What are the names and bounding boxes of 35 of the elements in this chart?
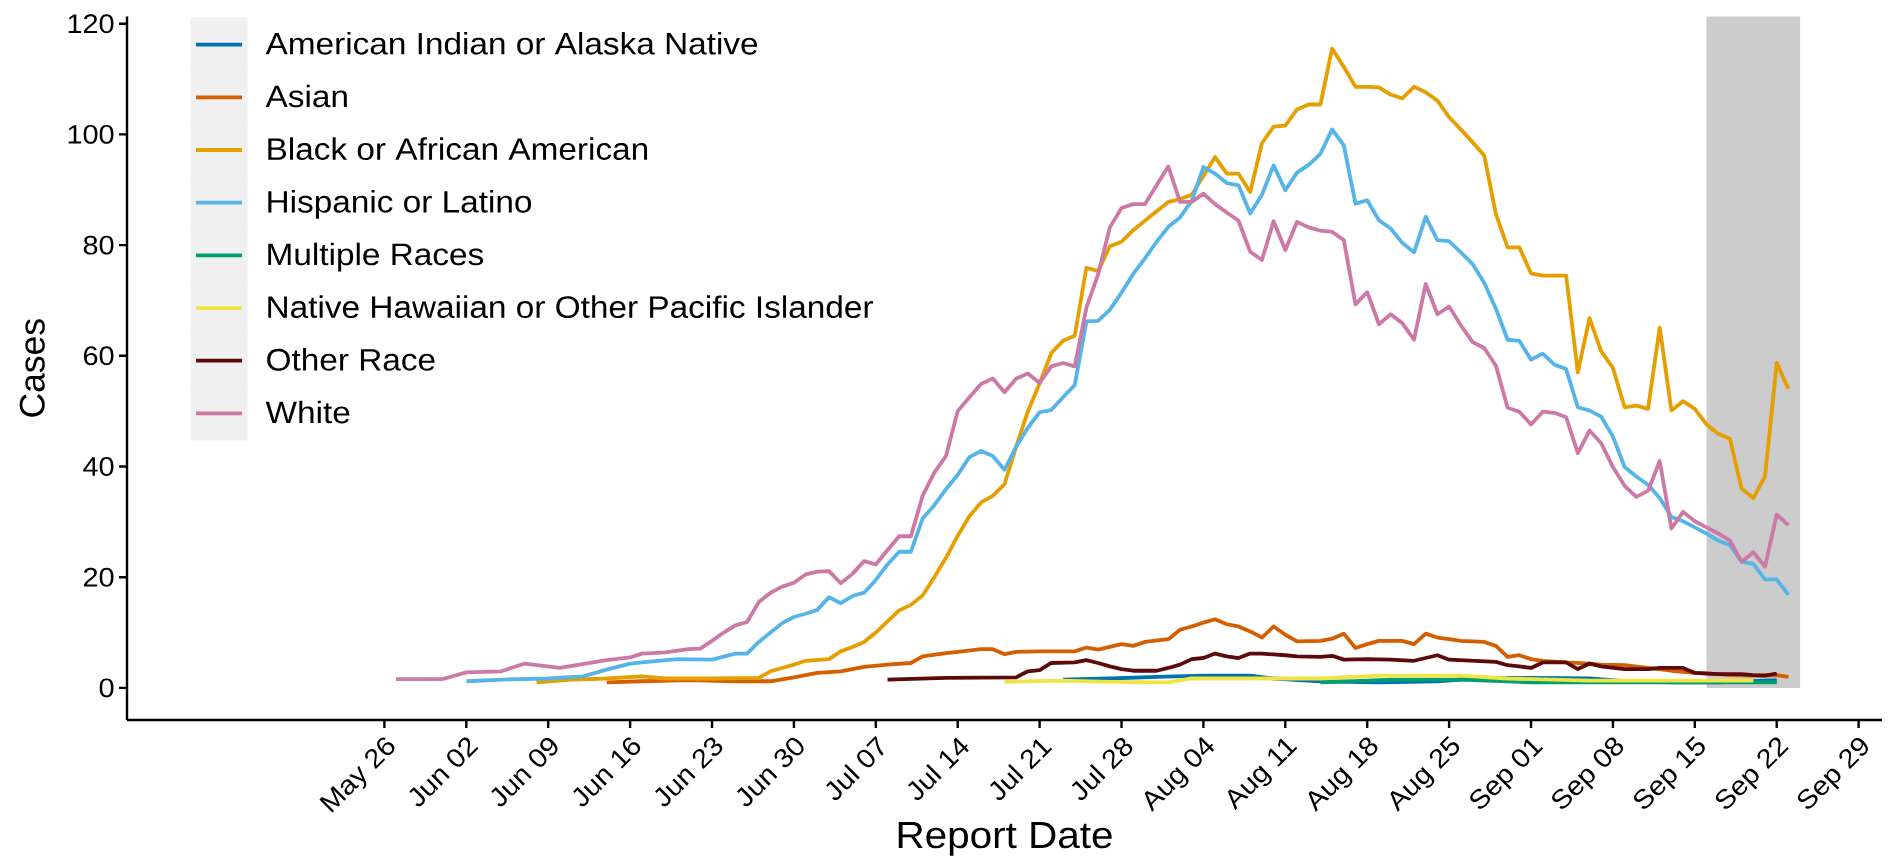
y-tick-label: 0 [99,678,114,698]
legend-label: Black or African American [268,137,648,161]
legend-label: Multiple Races [268,242,484,272]
y-tick-label: 100 [68,124,114,144]
y-tick-label: 80 [83,235,114,255]
x-tick-label: Aug 25 [1390,736,1460,812]
x-tick-label: Jul 07 [826,735,884,800]
y-tick-label: 20 [83,567,114,587]
y-tick-label: 60 [83,346,114,366]
x-tick-label: Jul 21 [989,739,1053,800]
x-tick-label: Jul 14 [908,737,969,800]
y-axis-title: Cases [19,319,45,417]
x-tick-label: Jun 09 [491,737,558,807]
x-tick-label: Sep 08 [1552,737,1624,809]
legend-label: Other Race [267,348,435,371]
y-tick-label: 40 [83,457,114,476]
x-tick-label: Jun 23 [655,737,723,807]
x-tick-label: Sep 29 [1797,737,1868,809]
legend-label: Asian [265,84,347,108]
x-tick-label: Jun 16 [573,737,641,807]
x-tick-label: Jun 02 [409,737,479,807]
legend-label: Hispanic or Latino [268,190,532,219]
legend-label: White [265,400,350,424]
x-axis-title: Report Date [898,822,1112,856]
legend-label: Native Hawaiian or Other Pacific Islander [268,295,873,319]
x-tick-label: Sep 01 [1470,738,1544,809]
x-tick-label: Jun 30 [736,737,804,807]
x-tick-label: Sep 15 [1633,736,1705,809]
x-tick-label: Sep 22 [1715,737,1789,809]
x-tick-label: Aug 04 [1144,736,1215,812]
x-tick-label: Jul 28 [1071,738,1133,800]
x-tick-label: Aug 18 [1308,737,1378,812]
legend-label: American Indian or Alaska Native [265,31,758,55]
x-tick-label: Aug 11 [1227,738,1298,811]
y-tick-label: 120 [68,14,114,34]
